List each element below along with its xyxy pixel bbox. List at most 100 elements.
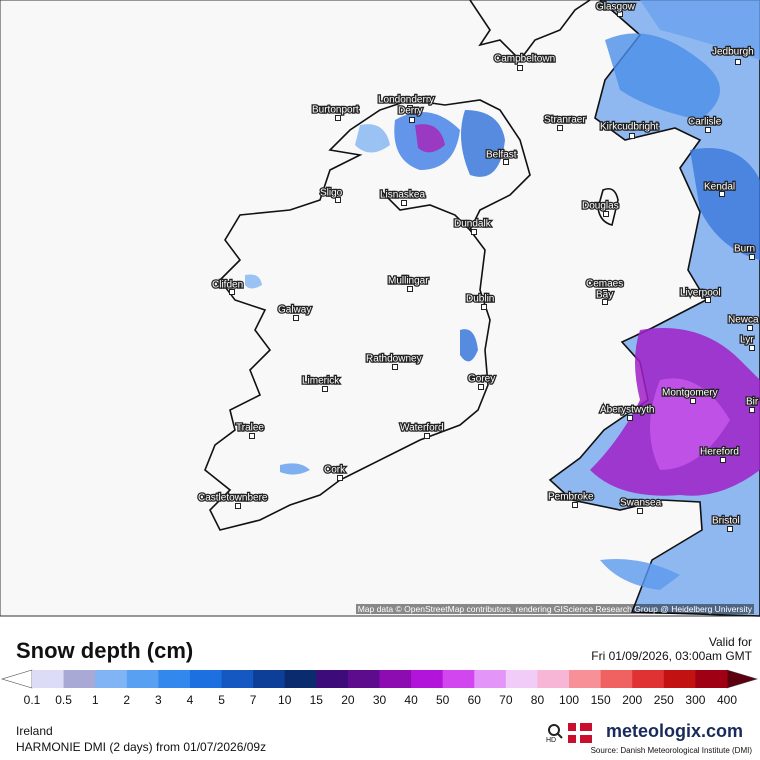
color-step bbox=[505, 670, 538, 688]
color-step bbox=[284, 670, 317, 688]
city-label: Liverpool bbox=[680, 288, 721, 299]
city-label: Campbeltown bbox=[494, 54, 555, 65]
city-marker bbox=[749, 254, 755, 260]
legend-label: 5 bbox=[218, 693, 225, 707]
city-marker bbox=[557, 125, 563, 131]
city-label: Bir bbox=[746, 397, 759, 408]
city-label: Galway bbox=[278, 305, 311, 316]
model-run: HARMONIE DMI (2 days) from 01/07/2026/09… bbox=[16, 740, 267, 754]
city-label: Hereford bbox=[700, 447, 739, 458]
legend-title: Snow depth (cm) bbox=[16, 638, 194, 663]
city-marker bbox=[627, 415, 633, 421]
city-marker bbox=[719, 191, 725, 197]
brand: meteologix.com bbox=[606, 721, 744, 741]
city-label: Lisnaskea bbox=[380, 190, 425, 201]
city-label: Jedburgh bbox=[712, 47, 754, 58]
city-marker bbox=[503, 159, 509, 165]
legend-label: 60 bbox=[468, 693, 482, 707]
city-label: Rathdowney bbox=[366, 354, 422, 365]
valid-time: Fri 01/09/2026, 03:00am GMT bbox=[591, 649, 752, 663]
legend-label: 10 bbox=[278, 693, 292, 707]
city-marker bbox=[720, 457, 726, 463]
legend-label: 20 bbox=[341, 693, 355, 707]
icons bbox=[548, 723, 592, 743]
city-label: Mullingar bbox=[388, 276, 429, 287]
color-step bbox=[663, 670, 696, 688]
color-step bbox=[32, 670, 65, 688]
city-label: Newca bbox=[728, 315, 759, 326]
color-step bbox=[347, 670, 380, 688]
color-step bbox=[253, 670, 286, 688]
city-label: Castletownbere bbox=[198, 493, 268, 504]
city-marker bbox=[407, 286, 413, 292]
color-step bbox=[569, 670, 602, 688]
color-step bbox=[632, 670, 665, 688]
city-label: Londonderry bbox=[378, 95, 434, 106]
city-marker bbox=[407, 105, 413, 111]
legend-label: 300 bbox=[685, 693, 705, 707]
color-step bbox=[126, 670, 159, 688]
source: Source: Danish Meteorological Institute … bbox=[590, 746, 752, 755]
city-marker bbox=[335, 115, 341, 121]
color-step bbox=[189, 670, 223, 688]
color-step bbox=[695, 670, 728, 688]
legend-label: 15 bbox=[310, 693, 324, 707]
city-marker bbox=[617, 11, 623, 17]
legend-label: 2 bbox=[123, 693, 130, 707]
valid-label: Valid for bbox=[708, 635, 752, 649]
legend-label: 7 bbox=[250, 693, 257, 707]
city-marker bbox=[249, 433, 255, 439]
legend-label: 40 bbox=[404, 693, 418, 707]
city-marker bbox=[392, 364, 398, 370]
city-marker bbox=[705, 297, 711, 303]
city-marker bbox=[235, 503, 241, 509]
city-label: Belfast bbox=[486, 150, 517, 161]
great-britain bbox=[548, 0, 760, 617]
legend-label: 4 bbox=[187, 693, 194, 707]
legend-label: 70 bbox=[499, 693, 513, 707]
city-label: Cemaes bbox=[586, 279, 623, 290]
city-label: Lyr bbox=[740, 335, 754, 346]
city-label: Sligo bbox=[320, 188, 343, 199]
legend-label: 50 bbox=[436, 693, 450, 707]
legend-label: 200 bbox=[622, 693, 642, 707]
color-step bbox=[411, 670, 444, 688]
city-marker bbox=[293, 315, 299, 321]
city-label: Dublin bbox=[466, 294, 494, 305]
city-marker bbox=[629, 133, 635, 139]
city-marker bbox=[481, 304, 487, 310]
city-label: Tralee bbox=[236, 423, 264, 434]
city-label: Burtonport bbox=[312, 105, 359, 116]
legend-label: 250 bbox=[654, 693, 674, 707]
city-label: Kirkcudbright bbox=[600, 122, 659, 133]
color-step bbox=[95, 670, 128, 688]
city-marker bbox=[637, 508, 643, 514]
city-marker bbox=[478, 384, 484, 390]
under-triangle bbox=[0, 669, 33, 689]
color-step bbox=[474, 670, 507, 688]
over-triangle bbox=[726, 669, 759, 689]
city-marker bbox=[471, 229, 477, 235]
city-marker bbox=[749, 345, 755, 351]
city-marker bbox=[603, 211, 609, 217]
legend-label: 30 bbox=[373, 693, 387, 707]
legend-label: 400 bbox=[717, 693, 737, 707]
city-label: Glasgow bbox=[596, 2, 636, 13]
city-label: Burn bbox=[734, 244, 755, 255]
city-label: Clifden bbox=[212, 280, 243, 291]
color-step bbox=[600, 670, 633, 688]
city-marker bbox=[747, 325, 753, 331]
city-label: Dundalk bbox=[454, 219, 492, 230]
city-marker bbox=[424, 433, 430, 439]
city-label: Pembroke bbox=[548, 492, 594, 503]
city-marker bbox=[690, 398, 696, 404]
scotland-coast bbox=[469, 0, 591, 62]
city-label: Douglas bbox=[582, 201, 619, 212]
city-marker bbox=[705, 127, 711, 133]
border bbox=[379, 189, 471, 231]
city-marker bbox=[602, 289, 608, 295]
city-label: Aberystwyth bbox=[600, 405, 654, 416]
legend-label: 0.1 bbox=[24, 693, 41, 707]
city-label: Bristol bbox=[712, 516, 740, 527]
color-step bbox=[316, 670, 349, 688]
